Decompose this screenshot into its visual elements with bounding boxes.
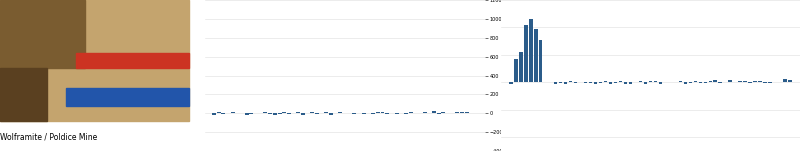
Bar [768, 82, 772, 83]
Bar [514, 59, 518, 82]
Bar [748, 82, 752, 83]
Bar [268, 113, 272, 114]
Bar [569, 81, 573, 82]
Bar [758, 81, 762, 82]
Bar [519, 52, 522, 82]
Bar [310, 112, 314, 113]
Bar [763, 82, 767, 83]
Bar [609, 82, 612, 84]
Bar [432, 111, 436, 113]
Bar [263, 112, 267, 113]
Bar [624, 82, 627, 84]
Bar [574, 82, 578, 83]
Bar [394, 113, 398, 114]
Bar [437, 113, 441, 114]
Bar [783, 79, 786, 82]
Bar [614, 82, 618, 83]
Bar [217, 112, 221, 113]
Bar [629, 82, 632, 84]
Bar [524, 25, 527, 82]
Bar [604, 81, 607, 82]
Bar [324, 112, 328, 113]
Bar [404, 113, 408, 114]
Bar [529, 19, 533, 82]
Bar [689, 82, 692, 83]
Bar [539, 40, 542, 82]
Bar [230, 112, 234, 113]
Bar [371, 113, 375, 114]
Bar [212, 113, 216, 115]
Bar [409, 112, 413, 113]
Bar [649, 81, 652, 82]
Bar [698, 82, 702, 83]
Bar [455, 112, 459, 113]
Bar [0, 68, 47, 121]
Bar [729, 80, 732, 82]
Bar [385, 113, 389, 114]
Bar [743, 81, 747, 82]
Bar [658, 82, 662, 84]
Bar [301, 113, 305, 115]
Bar [422, 112, 426, 113]
Bar [76, 53, 190, 68]
Bar [250, 113, 254, 114]
Bar [273, 113, 277, 115]
Bar [442, 112, 446, 113]
Bar [599, 82, 602, 83]
Bar [559, 82, 562, 83]
Bar [589, 82, 592, 83]
Bar [754, 81, 757, 82]
Bar [703, 82, 707, 83]
Bar [678, 81, 682, 82]
Bar [534, 29, 538, 82]
Bar [618, 81, 622, 82]
Bar [683, 82, 687, 84]
Bar [584, 82, 587, 84]
Bar [554, 82, 558, 84]
Bar [338, 112, 342, 113]
Text: Wolframite / Poldice Mine: Wolframite / Poldice Mine [0, 133, 98, 142]
Bar [564, 82, 567, 84]
Bar [709, 81, 712, 82]
Bar [0, 0, 85, 68]
Bar [287, 113, 291, 114]
Bar [282, 112, 286, 113]
Bar [66, 88, 190, 106]
Bar [226, 112, 230, 113]
Bar [594, 82, 598, 84]
Bar [245, 113, 249, 115]
Bar [465, 112, 469, 113]
Bar [714, 80, 717, 82]
Bar [460, 112, 464, 113]
Y-axis label: Current out (mA): Current out (mA) [506, 52, 511, 99]
Bar [222, 113, 226, 114]
Bar [315, 113, 319, 114]
Bar [296, 112, 300, 113]
Bar [638, 81, 642, 82]
Bar [278, 113, 282, 114]
Bar [353, 113, 357, 114]
Bar [362, 113, 366, 114]
Bar [788, 80, 792, 82]
Bar [329, 113, 333, 114]
Bar [718, 82, 722, 83]
Bar [694, 81, 697, 82]
Bar [376, 112, 380, 113]
Bar [381, 112, 385, 113]
Bar [644, 82, 647, 84]
Bar [509, 82, 513, 84]
Bar [654, 81, 657, 82]
Bar [738, 81, 742, 82]
Bar [0, 0, 190, 121]
